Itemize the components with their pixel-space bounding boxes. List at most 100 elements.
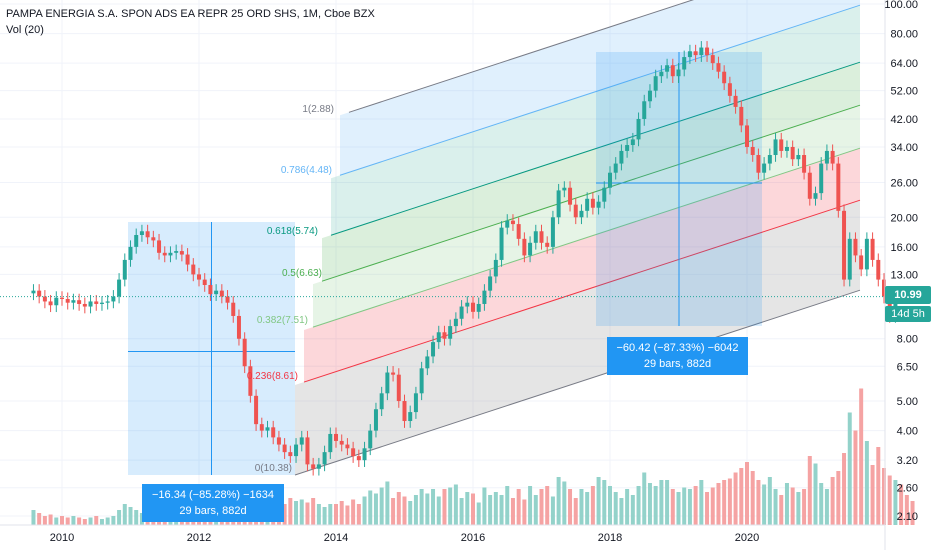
candle-body <box>77 300 82 304</box>
candle-body <box>596 201 601 208</box>
measure-label-1[interactable]: −16.34 (−85.28%) −1634 29 bars, 882d <box>142 484 284 522</box>
fib-level-line <box>339 4 861 176</box>
volume-bar <box>117 510 122 525</box>
fib-level-line <box>303 199 861 383</box>
candle-body <box>762 163 767 173</box>
volume-bar <box>647 483 652 525</box>
volume-bar <box>111 516 116 525</box>
candle-body <box>385 372 390 394</box>
volume-bar <box>65 517 70 525</box>
volume-bar <box>762 484 767 525</box>
candle-body <box>391 372 396 375</box>
volume-bar <box>687 489 692 525</box>
volume-bar <box>904 495 909 525</box>
fib-lines <box>294 0 861 476</box>
candle-body <box>642 101 647 119</box>
candle-body <box>842 210 847 280</box>
candle-body <box>408 412 413 422</box>
candle-body <box>225 296 230 303</box>
candles <box>31 41 898 476</box>
candle-body <box>602 187 607 202</box>
candle-body <box>522 238 527 256</box>
volume-bar <box>356 504 361 525</box>
volume-bar <box>345 505 350 525</box>
volume-bar <box>853 430 858 525</box>
fib-label: 1(2.88) <box>302 103 334 115</box>
candle-body <box>784 146 789 151</box>
candle-body <box>208 285 213 295</box>
volume-bar <box>796 492 801 525</box>
measure-2-bars: 29 bars, 882d <box>643 358 712 370</box>
fib-band-618-786 <box>331 5 860 236</box>
candle-body <box>859 255 864 270</box>
volume-bar <box>128 507 133 525</box>
candle-body <box>727 83 732 96</box>
candle-body <box>528 242 533 256</box>
volume-bar <box>790 487 795 525</box>
volume-bar <box>602 480 607 525</box>
candle-body <box>151 237 156 241</box>
candle-body <box>882 279 886 297</box>
volume-bar <box>48 514 53 525</box>
volume-bar <box>807 456 812 525</box>
fib-label: 0.236(8.61) <box>246 370 298 382</box>
candle-body <box>453 318 458 327</box>
volume-bar <box>42 516 47 525</box>
time-axis[interactable]: 2010 2012 2014 2016 2018 2020 <box>0 524 885 544</box>
volume-bar <box>368 490 373 525</box>
volume-bar <box>864 441 869 525</box>
volume-bar <box>465 492 470 525</box>
candle-body <box>88 301 93 307</box>
price-tick-label: 42.00 <box>890 114 918 126</box>
fib-level-line <box>348 0 695 113</box>
volume-bar <box>282 504 287 525</box>
candle-body <box>145 231 150 238</box>
fib-band-786-1 <box>340 0 860 176</box>
candle-body <box>550 217 555 247</box>
fib-band-0-236 <box>295 200 860 475</box>
volume-bar <box>71 516 76 525</box>
volume-bar <box>77 517 82 525</box>
candle-body <box>105 301 110 303</box>
price-axis[interactable]: 100.00 80.00 64.00 52.00 42.00 34.00 26.00 20.0… <box>884 0 918 550</box>
candle-body <box>864 238 869 270</box>
candle-body <box>608 172 612 188</box>
candle-body <box>379 393 384 410</box>
volume-bar <box>82 519 87 525</box>
time-tick-label: 2012 <box>187 532 211 544</box>
volume-bar <box>391 498 396 525</box>
candle-body <box>710 55 715 64</box>
volume-bar <box>431 489 436 525</box>
volume-bar <box>773 489 778 525</box>
candle-body <box>334 433 338 441</box>
volume-bar <box>54 517 59 525</box>
volume-bar <box>824 489 829 525</box>
candle-body <box>117 279 122 297</box>
volume-bar <box>476 502 481 525</box>
volume-bar <box>288 498 293 525</box>
volume-bar <box>408 501 413 525</box>
price-tick-label: 4.00 <box>897 426 918 438</box>
candle-body <box>756 155 761 173</box>
candle-body <box>174 251 179 253</box>
volume-bar <box>88 517 93 525</box>
candle-body <box>316 464 321 469</box>
fib-level-line <box>294 289 861 476</box>
volume-bar <box>727 478 732 525</box>
volume-bar <box>339 501 344 525</box>
candle-body <box>505 220 510 228</box>
symbol-title: PAMPA ENERGIA S.A. SPON ADS EA REPR 25 O… <box>6 8 375 20</box>
measure-2-change: −60.42 (−87.33%) −6042 <box>616 342 739 354</box>
candle-body <box>545 242 550 247</box>
fib-level-line <box>330 61 861 236</box>
volume-bar <box>499 495 504 525</box>
fib-label: 0.382(7.51) <box>256 315 308 327</box>
measure-label-2[interactable]: −60.42 (−87.33%) −6042 29 bars, 882d <box>607 337 748 375</box>
fib-label: 0.618(5.74) <box>266 226 318 238</box>
volume-bar <box>699 480 704 525</box>
time-tick-label: 2016 <box>461 532 485 544</box>
candle-body <box>733 95 738 107</box>
volume-bar <box>362 496 367 525</box>
volume-bar <box>334 504 338 525</box>
